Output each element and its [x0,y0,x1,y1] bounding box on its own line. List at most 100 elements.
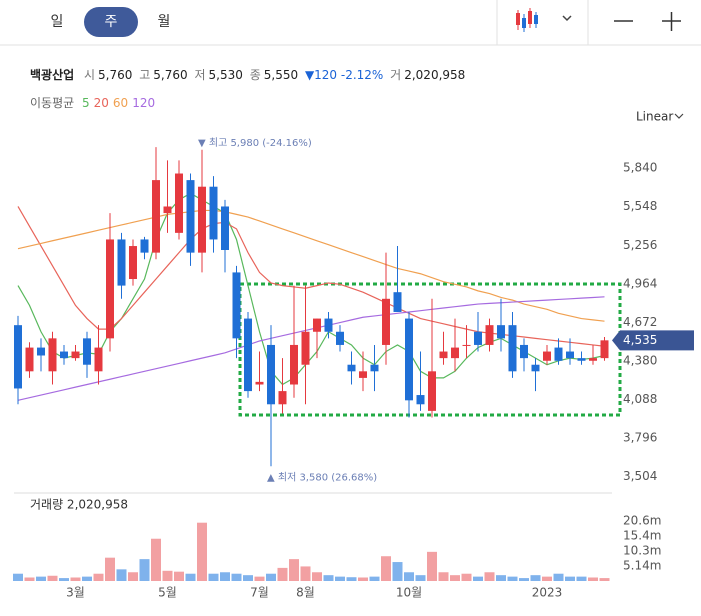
candle-body [347,364,356,372]
quote-label: 종 [249,68,261,82]
candle-body [577,358,586,361]
scale-chevron[interactable] [674,113,684,119]
volume-bar [116,569,127,581]
candle-body [48,338,57,372]
candle-body [163,206,172,214]
volume-bar [208,573,219,581]
y-tick-label: 4,672 [623,315,657,329]
candle-body [589,358,597,361]
candle-body [221,206,229,250]
ma-legend-item: 5 [82,96,90,110]
candle-body [405,318,413,401]
candle-body [474,331,482,345]
quote-label: 시 [84,68,96,82]
y-tick-label: 4,088 [623,392,657,406]
volume-bar [473,576,483,581]
ma-legend: 이동평균 5 20 60 120 [30,94,159,111]
volume-bar [588,577,598,581]
volume-tick-label: 20.6m [623,513,661,527]
volume-bar [70,577,81,581]
volume-bar [450,575,460,581]
x-tick-label: 3월 [66,586,85,600]
ma-line [17,296,605,401]
last-price-label: 4,535 [623,333,657,347]
volume-bar [162,570,173,581]
candle-body [209,186,218,240]
volume-bar [185,573,196,581]
quote-value: 5,550 [263,68,299,82]
extreme-annotation: ▼ 최고 5,980 (-24.16%) [198,137,312,149]
candle-body [313,318,321,332]
scale-selector[interactable]: Linear [636,110,673,124]
volume-bar [335,576,345,581]
candle-body [324,318,333,332]
volume-bar [565,576,575,581]
tab[interactable]: 주 [105,14,118,30]
volume-bar [13,573,23,581]
candle-body [278,391,287,405]
volume-bar [36,576,46,581]
ma-line [17,209,605,322]
volume-bar [404,572,414,581]
dropdown-chevron[interactable] [562,15,572,22]
candle-body [175,173,183,233]
ma-legend-item: 60 [112,96,129,110]
stock-name: 백광산업 [30,68,75,82]
candle-body [71,351,80,359]
y-tick-label: 5,256 [623,238,657,252]
candle-body [451,347,459,359]
quote-value: 5,530 [208,68,243,82]
candle-body [244,318,252,392]
candle-body [14,325,22,389]
volume-bar [266,573,276,581]
candle-body [382,298,390,345]
volume-bar [392,562,403,581]
candle-body [439,351,448,359]
last-price-tag [612,330,694,351]
candle-body [129,246,137,280]
x-tick-label: 5월 [158,586,177,600]
volume-bar [381,556,391,581]
volume-bar [507,576,518,581]
candle-body [520,344,528,359]
tab-selected-bg [84,7,138,37]
candle-body [600,340,609,359]
x-tick-label: 8월 [296,586,315,600]
volume-bar [105,557,115,581]
volume-bar [254,576,265,581]
volume-bar [47,575,58,581]
ma-legend-item: 20 [93,96,109,110]
candle-body [485,325,494,345]
volume-bar [139,559,150,581]
volume-bar [231,573,242,581]
volume-bar [519,578,529,581]
candle-body [566,351,574,359]
candle-body [301,331,310,365]
volume-bar [128,572,138,581]
y-tick-label: 4,380 [623,353,657,367]
volume-bar [358,577,368,581]
volume-bar [197,522,207,581]
volume-bar [220,572,230,581]
candle-body [83,338,91,365]
candle-body [336,331,344,345]
volume-title: 거래량 2,020,958 [30,498,128,512]
zoom-in[interactable] [662,12,681,31]
candle-body [232,272,241,339]
candle-body [497,325,505,339]
tab[interactable]: 월 [158,14,171,30]
y-tick-label: 3,504 [623,469,657,483]
candle-body [37,347,45,356]
ma-title: 이동평균 [30,96,75,110]
volume-bar [289,559,299,581]
candle-body [416,395,425,405]
tab[interactable]: 일 [51,14,64,30]
volume-bar [277,567,288,581]
candle-body [531,364,540,372]
extreme-annotation: ▲ 최저 3,580 (26.68%) [267,471,377,483]
y-tick-label: 4,964 [623,276,657,290]
chart-type-icon[interactable] [516,8,538,32]
quote-value: 5,760 [98,68,133,82]
